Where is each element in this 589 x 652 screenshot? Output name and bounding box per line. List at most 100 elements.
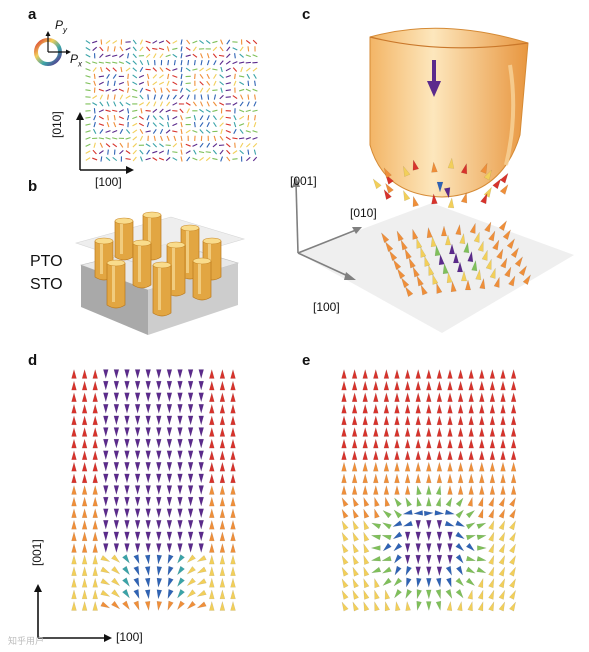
vector-arrow <box>199 87 204 93</box>
vector-arrow <box>107 149 109 155</box>
polarization-cone <box>124 531 130 542</box>
vector-arrow <box>112 88 118 92</box>
vector-arrow <box>152 129 157 134</box>
polarization-cone <box>122 554 131 564</box>
polarization-cone <box>445 496 453 508</box>
polarization-cone <box>230 438 236 449</box>
polarization-cone <box>219 368 226 379</box>
vector-arrow <box>240 94 244 100</box>
polarization-cone <box>384 496 391 507</box>
polarization-cone <box>446 271 453 284</box>
polarization-cone <box>81 438 88 449</box>
polarization-cone <box>426 473 432 484</box>
polarization-cone <box>415 426 421 437</box>
polarization-cone <box>71 449 77 460</box>
vector-arrow <box>225 136 231 141</box>
polarization-cone <box>230 496 236 507</box>
vector-arrow <box>225 67 231 72</box>
polarization-cone <box>219 403 226 414</box>
polarization-cone <box>176 588 185 599</box>
polarization-cone <box>209 461 215 472</box>
polarization-cone <box>103 427 109 438</box>
polarization-cone <box>111 600 121 610</box>
vector-arrow <box>205 151 211 154</box>
polarization-cone <box>381 534 392 541</box>
polarization-cone <box>209 519 215 530</box>
vector-arrow <box>139 135 144 141</box>
polarization-cone <box>475 268 482 281</box>
polarization-cone <box>374 496 380 507</box>
polarization-cone <box>404 484 411 495</box>
polarization-cone <box>103 508 109 519</box>
vector-arrow <box>206 101 210 107</box>
polarization-cone <box>219 531 226 542</box>
domain-tube <box>114 221 134 261</box>
panel-c-3d-view <box>292 27 574 333</box>
vector-arrow <box>139 94 144 100</box>
polarization-cone <box>351 403 358 414</box>
vector-arrow <box>139 149 144 155</box>
polarization-cone <box>480 162 488 174</box>
panel-e-cone-field <box>341 368 517 612</box>
polarization-cone <box>448 243 456 255</box>
polarization-cone <box>446 577 452 588</box>
polarization-cone <box>219 391 226 402</box>
polarization-cone <box>351 391 358 402</box>
polarization-cone <box>394 415 400 426</box>
polarization-cone <box>468 380 474 391</box>
polarization-cone <box>440 225 448 237</box>
polarization-cone <box>467 600 473 612</box>
vector-arrow <box>112 73 117 79</box>
polarization-cone <box>362 449 368 460</box>
polarization-cone <box>92 461 98 472</box>
polarization-cone <box>156 392 162 403</box>
polarization-cone <box>186 566 196 575</box>
polarization-cone <box>219 461 226 472</box>
vector-arrow <box>98 137 105 140</box>
polarization-cone <box>374 508 380 519</box>
vector-arrow <box>200 53 204 59</box>
polarization-cone <box>416 237 423 249</box>
polarization-cone <box>176 565 185 576</box>
vector-arrow <box>254 94 256 100</box>
domain-tube <box>132 243 152 289</box>
vector-arrow <box>172 47 178 51</box>
polarization-cone <box>113 415 120 426</box>
vector-arrow <box>252 156 258 162</box>
polarization-cone <box>71 589 77 600</box>
polarization-cone <box>133 589 140 600</box>
panel-a-axes <box>76 112 134 174</box>
vector-arrow <box>152 47 158 50</box>
polarization-cone <box>436 282 443 294</box>
vector-arrow <box>98 150 104 155</box>
polarization-cone <box>362 438 368 449</box>
polarization-cone <box>113 369 120 380</box>
polarization-cone <box>167 589 174 600</box>
polarization-cone <box>351 426 358 437</box>
vector-arrow <box>152 67 158 72</box>
polarization-cone <box>373 415 379 426</box>
vector-arrow <box>85 157 91 161</box>
polarization-cone <box>167 577 174 588</box>
polarization-cone <box>219 600 226 611</box>
polarization-cone <box>167 565 174 577</box>
polarization-cone <box>447 415 453 426</box>
domain-tube-top <box>180 224 200 232</box>
polarization-cone <box>351 380 358 391</box>
polarization-cone <box>509 589 516 600</box>
vector-arrow <box>146 121 150 128</box>
polarization-cone <box>426 380 432 391</box>
vector-arrow <box>92 149 97 155</box>
polarization-cone <box>230 461 236 472</box>
domain-tube-top <box>192 257 212 265</box>
vector-arrow <box>206 87 211 93</box>
polarization-cone <box>362 426 368 437</box>
vector-arrow <box>85 82 91 85</box>
polarization-cone <box>92 368 98 379</box>
vector-arrow <box>232 137 238 140</box>
vector-arrow <box>239 53 244 58</box>
polarization-cone <box>500 257 508 269</box>
vector-arrow <box>206 73 210 79</box>
polarization-cone <box>436 181 444 193</box>
polarization-cone <box>488 531 495 542</box>
